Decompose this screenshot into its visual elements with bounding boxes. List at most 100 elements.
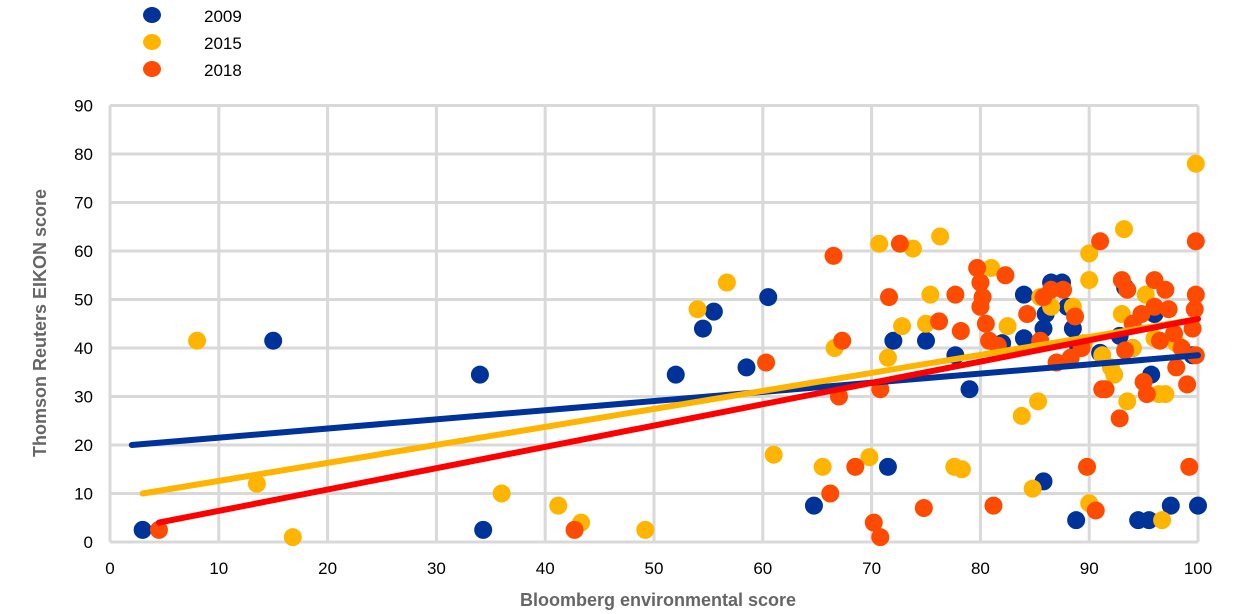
- data-point-2018: [971, 273, 990, 292]
- trend-line-2018: [155, 315, 1201, 526]
- y-tick-label: 60: [74, 242, 93, 261]
- data-point-2015: [1023, 479, 1042, 498]
- data-point-2018: [1159, 300, 1178, 319]
- legend-item-2018: 2018: [143, 61, 242, 80]
- data-point-2015: [921, 285, 940, 304]
- x-tick-label: 10: [209, 559, 228, 578]
- data-point-2018: [1118, 280, 1137, 299]
- data-point-2018: [824, 246, 843, 265]
- data-point-2018: [946, 285, 965, 304]
- data-point-2018: [1150, 331, 1169, 350]
- data-point-2009: [133, 520, 152, 539]
- data-point-2015: [283, 528, 302, 547]
- data-point-2015: [931, 227, 950, 246]
- data-point-2018: [149, 520, 168, 539]
- legend-marker: [143, 34, 161, 50]
- data-point-2015: [764, 445, 783, 464]
- x-tick-label: 30: [427, 559, 446, 578]
- legend-label: 2009: [204, 7, 242, 26]
- data-point-2015: [717, 273, 736, 292]
- data-point-2009: [474, 520, 493, 539]
- data-points: [133, 154, 1207, 547]
- x-axis-ticks: 0 10 20 30 40 50 60 70 80 90 100: [105, 559, 1212, 578]
- data-point-2015: [893, 317, 912, 336]
- legend-label: 2015: [204, 34, 242, 53]
- data-point-2015: [1080, 271, 1099, 290]
- data-point-2018: [914, 499, 933, 518]
- x-tick-label: 50: [645, 559, 664, 578]
- data-point-2015: [813, 457, 832, 476]
- data-point-2015: [860, 448, 879, 467]
- data-point-2009: [960, 380, 979, 399]
- data-point-2018: [951, 322, 970, 341]
- y-tick-label: 20: [74, 436, 93, 455]
- data-point-2015: [492, 484, 511, 503]
- data-point-2018: [1185, 300, 1204, 319]
- data-point-2015: [1115, 220, 1134, 239]
- data-point-2018: [1096, 380, 1115, 399]
- data-point-2018: [996, 266, 1015, 285]
- legend-marker: [143, 61, 161, 77]
- data-point-2015: [688, 300, 707, 319]
- data-point-2015: [998, 317, 1017, 336]
- data-point-2018: [1183, 319, 1202, 338]
- data-point-2009: [1189, 496, 1207, 515]
- y-tick-label: 0: [84, 533, 93, 552]
- data-point-2018: [821, 484, 840, 503]
- data-point-2009: [1014, 285, 1033, 304]
- trend-line-2015: [139, 315, 1201, 497]
- y-tick-label: 30: [74, 388, 93, 407]
- data-point-2018: [1186, 285, 1205, 304]
- data-point-2018: [1145, 297, 1164, 316]
- data-point-2018: [880, 288, 899, 307]
- trend-lines: [128, 315, 1201, 526]
- data-point-2018: [871, 528, 890, 547]
- data-point-2015: [247, 474, 266, 493]
- data-point-2009: [704, 302, 723, 321]
- y-tick-label: 70: [74, 194, 93, 213]
- data-point-2018: [1018, 305, 1037, 324]
- legend-item-2015: 2015: [143, 34, 242, 53]
- data-point-2018: [1172, 339, 1191, 357]
- x-tick-label: 90: [1080, 559, 1099, 578]
- x-tick-label: 60: [753, 559, 772, 578]
- data-point-2009: [470, 365, 489, 384]
- data-point-2018: [833, 331, 852, 350]
- x-tick-label: 0: [105, 559, 114, 578]
- data-point-2018: [757, 353, 776, 372]
- data-point-2018: [1091, 232, 1110, 251]
- data-point-2018: [968, 258, 987, 277]
- data-point-2018: [1066, 307, 1085, 326]
- grid: [108, 104, 1200, 544]
- data-point-2015: [549, 496, 568, 515]
- legend-label: 2018: [204, 61, 242, 80]
- data-point-2015: [1029, 392, 1048, 411]
- data-point-2018: [1054, 280, 1073, 299]
- data-point-2018: [1116, 341, 1135, 360]
- data-point-2018: [1137, 385, 1156, 404]
- data-point-2009: [264, 331, 283, 350]
- data-point-2009: [1161, 496, 1180, 515]
- x-tick-label: 70: [862, 559, 881, 578]
- data-point-2018: [864, 513, 883, 532]
- data-point-2015: [188, 331, 207, 350]
- data-point-2015: [878, 348, 897, 367]
- data-point-2018: [890, 234, 909, 253]
- data-point-2018: [565, 520, 584, 539]
- x-axis-title: Bloomberg environmental score: [520, 590, 796, 610]
- legend-marker: [143, 7, 161, 23]
- data-point-2018: [1165, 324, 1184, 343]
- legend: 2009 2015 2018: [143, 7, 242, 80]
- data-point-2009: [1067, 511, 1086, 530]
- x-tick-label: 100: [1184, 559, 1212, 578]
- data-point-2018: [1167, 358, 1186, 377]
- data-point-2015: [870, 234, 889, 253]
- data-point-2015: [1105, 365, 1124, 384]
- data-point-2018: [976, 314, 995, 333]
- data-point-2009: [737, 358, 756, 377]
- data-point-2015: [1012, 406, 1031, 425]
- legend-item-2009: 2009: [143, 7, 242, 26]
- data-point-2018: [984, 496, 1003, 515]
- data-point-2009: [693, 319, 712, 338]
- x-tick-label: 40: [536, 559, 555, 578]
